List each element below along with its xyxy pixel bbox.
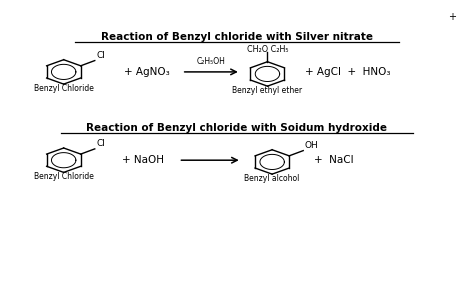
Text: + NaOH: + NaOH (122, 155, 164, 165)
Text: Benzyl alcohol: Benzyl alcohol (245, 174, 300, 183)
Text: Benzyl Chloride: Benzyl Chloride (34, 84, 93, 93)
Text: +  NaCl: + NaCl (314, 155, 354, 165)
Text: Reaction of Benzyl chloride with Silver nitrate: Reaction of Benzyl chloride with Silver … (101, 32, 373, 42)
Text: OH: OH (305, 141, 319, 150)
Text: Benzyl ethyl ether: Benzyl ethyl ether (232, 86, 302, 95)
Text: Cl: Cl (96, 139, 105, 148)
Text: Reaction of Benzyl chloride with Soidum hydroxide: Reaction of Benzyl chloride with Soidum … (86, 123, 388, 133)
Text: +: + (448, 12, 456, 22)
Text: CH₂O C₂H₅: CH₂O C₂H₅ (246, 45, 288, 54)
Text: C₂H₅OH: C₂H₅OH (197, 57, 226, 66)
Text: Benzyl Chloride: Benzyl Chloride (34, 172, 93, 181)
Text: + AgCl  +  HNO₃: + AgCl + HNO₃ (305, 67, 391, 77)
Text: + AgNO₃: + AgNO₃ (124, 67, 169, 77)
Text: Cl: Cl (96, 51, 105, 60)
